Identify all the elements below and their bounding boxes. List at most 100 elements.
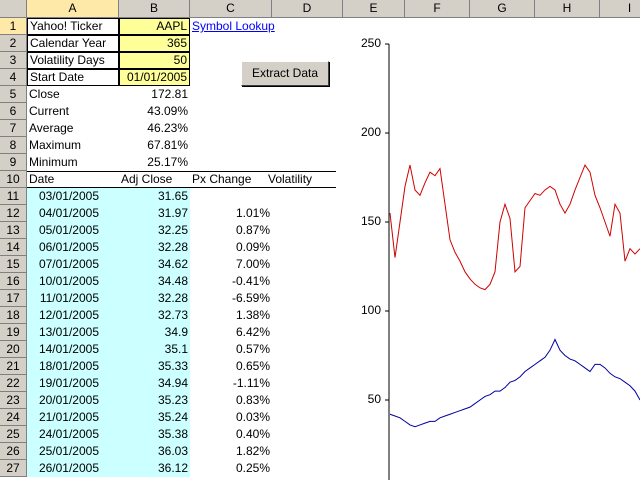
row-header[interactable]: 22 <box>0 375 27 392</box>
cell: 67.81% <box>147 138 188 152</box>
cell: 35.24 <box>119 409 190 426</box>
cell: -0.41% <box>231 274 270 288</box>
cell: 0.40% <box>235 427 270 441</box>
cell: Adj Close <box>119 171 190 188</box>
cell: 03/01/2005 <box>27 188 119 205</box>
row-header[interactable]: 9 <box>0 154 27 171</box>
cell: 0.65% <box>235 359 270 373</box>
y-tick-label: 150 <box>361 214 381 228</box>
row-header[interactable]: 17 <box>0 290 27 307</box>
cell: Px Change <box>190 171 272 188</box>
cell: 20/01/2005 <box>27 392 119 409</box>
cell: 0.57% <box>235 342 270 356</box>
cell: 46.23% <box>147 121 188 135</box>
cell: 19/01/2005 <box>27 375 119 392</box>
cell: 34.62 <box>119 256 190 273</box>
cell: 18/01/2005 <box>27 358 119 375</box>
row-header[interactable]: 25 <box>0 426 27 443</box>
cell: 07/01/2005 <box>27 256 119 273</box>
row-header[interactable]: 23 <box>0 392 27 409</box>
cell: Yahoo! Ticker <box>27 18 119 35</box>
corner <box>0 0 27 18</box>
cell: 26/01/2005 <box>27 460 119 477</box>
cell: 1.01% <box>235 206 270 220</box>
cell: 36.03 <box>119 443 190 460</box>
cell: 1.82% <box>235 444 270 458</box>
y-tick-label: 200 <box>361 125 381 139</box>
column-header[interactable]: I <box>600 0 640 18</box>
cell: 21/01/2005 <box>27 409 119 426</box>
cell: 0.25% <box>235 461 270 475</box>
row-header[interactable]: 19 <box>0 324 27 341</box>
row-header[interactable]: 21 <box>0 358 27 375</box>
price-line <box>389 163 640 291</box>
row-header[interactable]: 16 <box>0 273 27 290</box>
row-header[interactable]: 26 <box>0 443 27 460</box>
column-header[interactable]: G <box>470 0 535 18</box>
cell: 32.28 <box>119 239 190 256</box>
row-header[interactable]: 14 <box>0 239 27 256</box>
cell: 172.81 <box>151 87 188 101</box>
cell: 12/01/2005 <box>27 307 119 324</box>
hyperlink[interactable]: Symbol Lookup <box>192 19 275 33</box>
row-header[interactable]: 4 <box>0 69 27 86</box>
cell: -1.11% <box>232 376 270 390</box>
cell: Volatility Days <box>27 52 119 69</box>
column-header[interactable]: F <box>405 0 470 18</box>
cell: 06/01/2005 <box>27 239 119 256</box>
extract-data-button[interactable]: Extract Data <box>241 61 329 86</box>
column-header[interactable]: D <box>272 0 343 18</box>
cell: Current <box>29 104 70 118</box>
column-header[interactable]: A <box>27 0 119 18</box>
cell: 32.25 <box>119 222 190 239</box>
cell: 35.38 <box>119 426 190 443</box>
cell: 32.73 <box>119 307 190 324</box>
cell: 31.97 <box>119 205 190 222</box>
cell: 14/01/2005 <box>27 341 119 358</box>
column-header[interactable]: C <box>190 0 272 18</box>
cell: 6.42% <box>235 325 270 339</box>
cell: 11/01/2005 <box>27 290 119 307</box>
row-header[interactable]: 8 <box>0 137 27 154</box>
cell: 24/01/2005 <box>27 426 119 443</box>
cell: 0.87% <box>235 223 270 237</box>
row-header[interactable]: 7 <box>0 120 27 137</box>
row-header[interactable]: 3 <box>0 52 27 69</box>
row-header[interactable]: 12 <box>0 205 27 222</box>
cell: 35.23 <box>119 392 190 409</box>
cell: Minimum <box>29 155 78 169</box>
row-header[interactable]: 11 <box>0 188 27 205</box>
cell: 13/01/2005 <box>27 324 119 341</box>
cell: -6.59% <box>231 291 270 305</box>
chart: 50 100 150 200 250 <box>361 36 640 480</box>
cell: 365 <box>119 35 190 52</box>
row-header[interactable]: 27 <box>0 460 27 477</box>
row-header[interactable]: 15 <box>0 256 27 273</box>
cell: 31.65 <box>119 188 190 205</box>
cell: 0.09% <box>235 240 270 254</box>
cell: 35.1 <box>119 341 190 358</box>
row-header[interactable]: 1 <box>0 18 27 35</box>
cell: 50 <box>119 52 190 69</box>
column-header[interactable]: H <box>535 0 600 18</box>
cell: AAPL <box>119 18 190 35</box>
row-header[interactable]: 10 <box>0 171 27 188</box>
row-header[interactable]: 24 <box>0 409 27 426</box>
row-header[interactable]: 5 <box>0 86 27 103</box>
cell: Maximum <box>29 138 82 152</box>
cell: Start Date <box>27 69 119 86</box>
row-header[interactable]: 6 <box>0 103 27 120</box>
cell: 1.38% <box>235 308 270 322</box>
cell: Average <box>29 121 74 135</box>
column-header[interactable]: E <box>343 0 405 18</box>
row-header[interactable]: 20 <box>0 341 27 358</box>
price-line <box>389 338 640 428</box>
cell: 7.00% <box>235 257 270 271</box>
row-header[interactable]: 2 <box>0 35 27 52</box>
cell: 36.12 <box>119 460 190 477</box>
cell: 01/01/2005 <box>119 69 190 86</box>
row-header[interactable]: 13 <box>0 222 27 239</box>
row-header[interactable]: 18 <box>0 307 27 324</box>
column-header[interactable]: B <box>119 0 190 18</box>
